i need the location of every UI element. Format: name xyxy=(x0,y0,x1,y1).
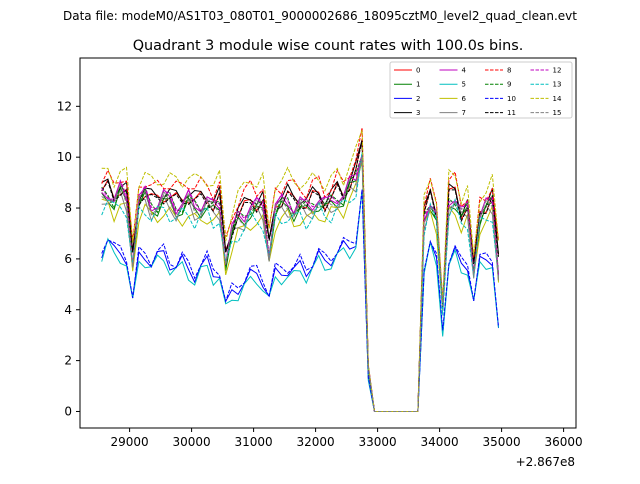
legend-label-4: 4 xyxy=(462,67,467,75)
legend-label-5: 5 xyxy=(462,81,466,89)
legend-label-9: 9 xyxy=(507,81,511,89)
y-tick-label: 8 xyxy=(64,201,72,215)
suptitle: Data file: modeM0/AS1T03_080T01_90000026… xyxy=(63,9,577,23)
legend-label-0: 0 xyxy=(416,67,420,75)
y-tick-label: 2 xyxy=(64,354,72,368)
plot-area xyxy=(79,57,577,429)
x-tick-label: 33000 xyxy=(359,435,397,449)
legend-label-15: 15 xyxy=(553,109,562,117)
legend-label-12: 12 xyxy=(553,67,562,75)
x-tick-label: 36000 xyxy=(545,435,583,449)
legend-label-1: 1 xyxy=(416,81,420,89)
legend-label-7: 7 xyxy=(462,109,466,117)
x-offset-label: +2.867e8 xyxy=(516,455,575,469)
chart-title: Quadrant 3 module wise count rates with … xyxy=(133,38,524,54)
legend-box xyxy=(389,61,573,119)
series-line-2 xyxy=(101,189,499,412)
legend-label-13: 13 xyxy=(553,81,562,89)
series-line-8 xyxy=(101,127,499,412)
legend-label-10: 10 xyxy=(507,95,516,103)
y-axis: 0 2 4 6 8 10 12 xyxy=(57,99,80,418)
x-tick-label: 29000 xyxy=(111,435,149,449)
series-layer xyxy=(101,127,499,412)
y-tick-label: 6 xyxy=(64,252,72,266)
x-tick-label: 30000 xyxy=(173,435,211,449)
series-line-10 xyxy=(101,189,499,412)
y-tick-label: 4 xyxy=(64,303,72,317)
y-tick-label: 10 xyxy=(57,150,72,164)
x-axis: 29000 30000 31000 32000 33000 34000 35000 36000 xyxy=(111,428,583,449)
x-tick-label: 35000 xyxy=(483,435,521,449)
x-tick-label: 31000 xyxy=(235,435,273,449)
legend-label-2: 2 xyxy=(416,95,420,103)
y-tick-label: 12 xyxy=(57,99,72,113)
plot-frame xyxy=(79,57,577,429)
legend-label-6: 6 xyxy=(462,95,467,103)
series-line-9 xyxy=(101,155,499,412)
plot-background xyxy=(80,58,576,428)
series-line-14 xyxy=(101,130,499,412)
y-tick-label: 0 xyxy=(64,404,72,418)
series-line-11 xyxy=(101,140,499,412)
series-line-6 xyxy=(101,161,499,412)
legend-label-8: 8 xyxy=(507,67,511,75)
x-tick-label: 34000 xyxy=(421,435,459,449)
series-line-5 xyxy=(101,190,499,412)
legend-label-14: 14 xyxy=(553,95,562,103)
x-tick-label: 32000 xyxy=(297,435,335,449)
legend-label-3: 3 xyxy=(416,109,420,117)
series-line-15 xyxy=(101,155,499,412)
legend-label-11: 11 xyxy=(507,109,516,117)
